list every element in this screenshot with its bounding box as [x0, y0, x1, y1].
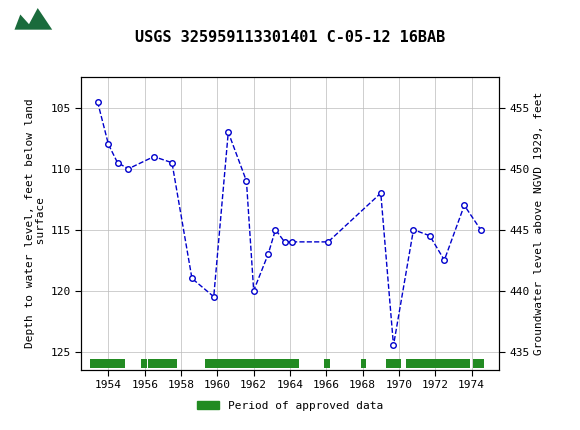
Bar — [386, 359, 401, 368]
Bar — [3, 3, 52, 30]
Bar — [324, 359, 330, 368]
Polygon shape — [3, 8, 52, 30]
Bar — [361, 359, 366, 368]
Bar — [90, 359, 125, 368]
Legend: Period of approved data: Period of approved data — [193, 396, 387, 415]
Bar — [141, 359, 147, 368]
Bar — [473, 359, 484, 368]
Y-axis label: Groundwater level above NGVD 1929, feet: Groundwater level above NGVD 1929, feet — [534, 92, 543, 355]
Bar — [406, 359, 470, 368]
Y-axis label: Depth to water level, feet below land
 surface: Depth to water level, feet below land su… — [25, 99, 46, 348]
Text: USGS: USGS — [58, 9, 100, 23]
Text: USGS 325959113301401 C-05-12 16BAB: USGS 325959113301401 C-05-12 16BAB — [135, 30, 445, 45]
Bar — [205, 359, 299, 368]
Bar — [148, 359, 177, 368]
